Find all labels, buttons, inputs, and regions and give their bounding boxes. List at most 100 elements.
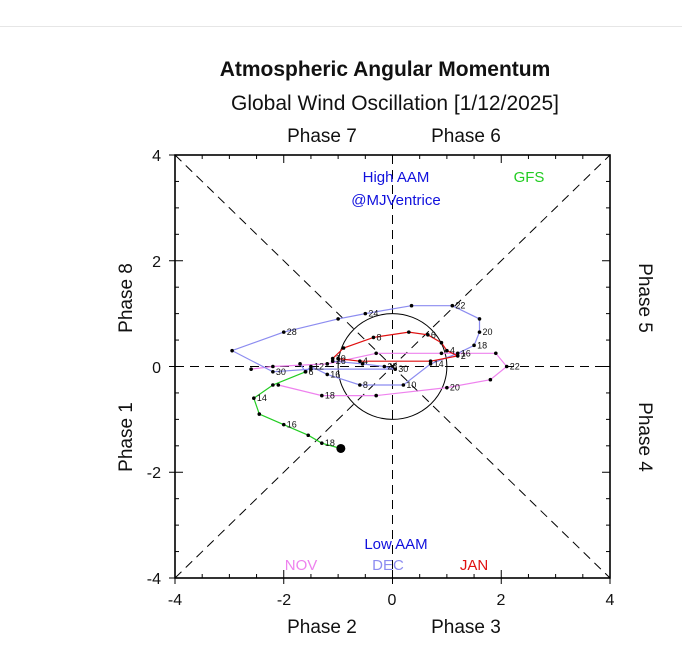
- high-aam-label: High AAM: [363, 169, 430, 186]
- data-point: [276, 383, 281, 387]
- x-tick-label: 0: [388, 592, 397, 609]
- point-label: 16: [461, 348, 471, 358]
- credit-handle: @MJVentrice: [351, 192, 440, 209]
- point-label: 30: [398, 364, 408, 374]
- point-label: 10: [336, 354, 346, 364]
- data-point: [271, 383, 275, 387]
- point-label: 20: [450, 383, 460, 393]
- data-point: [360, 362, 365, 366]
- data-point: [428, 359, 433, 364]
- data-point: [504, 364, 509, 369]
- data-point: [309, 364, 313, 369]
- data-point: [336, 356, 340, 361]
- point-label: 22: [510, 362, 520, 372]
- data-point: [455, 351, 460, 356]
- phase-8-label: Phase 8: [116, 263, 137, 333]
- point-label: 28: [287, 327, 297, 337]
- phase-3-label: Phase 3: [431, 617, 501, 638]
- data-point: [298, 362, 302, 366]
- diagonal-guide: [174, 154, 611, 579]
- phase-4-label: Phase 4: [634, 402, 655, 472]
- point-label: 18: [477, 340, 487, 350]
- legend-dec: DEC: [372, 557, 404, 574]
- low-aam-label: Low AAM: [364, 536, 427, 553]
- data-point: [281, 330, 286, 334]
- data-point: [477, 317, 482, 321]
- phase-7-label: Phase 7: [287, 126, 357, 147]
- phase-6-label: Phase 6: [431, 126, 501, 147]
- point-label: 22: [455, 301, 465, 311]
- data-point: [330, 359, 335, 364]
- current-marker: [336, 443, 346, 453]
- x-tick-label: -4: [168, 592, 182, 609]
- point-label: 20: [483, 327, 493, 337]
- data-point: [439, 340, 444, 345]
- y-tick-label: 4: [152, 148, 161, 165]
- data-point: [494, 351, 498, 356]
- unit-circle: [337, 313, 448, 420]
- data-point: [281, 422, 286, 427]
- data-point: [271, 364, 275, 369]
- chart-title: Atmospheric Angular Momentum: [220, 58, 551, 81]
- data-point: [320, 441, 324, 445]
- point-label: 16: [287, 420, 297, 430]
- point-label: 6: [431, 330, 436, 340]
- series-line-jan: [332, 331, 460, 362]
- data-point: [257, 412, 262, 416]
- chart-subtitle: Global Wind Oscillation [1/12/2025]: [231, 92, 559, 115]
- phase-guides: [174, 154, 611, 579]
- top-divider: [0, 26, 682, 27]
- data-point: [382, 364, 387, 369]
- point-label: 12: [314, 362, 324, 372]
- data-point: [303, 369, 308, 374]
- data-point: [455, 354, 460, 358]
- data-point: [374, 393, 378, 398]
- data-point: [393, 367, 398, 371]
- point-label: 10: [406, 380, 416, 390]
- y-tick-label: 0: [152, 360, 161, 377]
- axis-ticks: [169, 154, 611, 584]
- x-tick-label: 4: [606, 592, 615, 609]
- point-label: 6: [309, 367, 314, 377]
- y-tick-label: -2: [147, 465, 161, 482]
- data-point: [426, 332, 430, 337]
- data-point: [358, 383, 362, 387]
- legend-nov: NOV: [285, 557, 318, 574]
- point-label: 24: [368, 309, 378, 319]
- data-point: [363, 311, 368, 316]
- legend-jan: JAN: [460, 557, 488, 574]
- data-point: [252, 396, 256, 401]
- data-point: [488, 377, 493, 382]
- data-point: [230, 348, 234, 353]
- phase-5-label: Phase 5: [634, 263, 655, 333]
- data-point: [439, 351, 444, 356]
- data-point: [325, 362, 330, 366]
- series-line-nov: [251, 352, 508, 397]
- data-point: [409, 303, 414, 308]
- data-point: [472, 343, 476, 348]
- data-point: [445, 385, 449, 390]
- data-point: [306, 433, 311, 438]
- data-point: [341, 346, 346, 350]
- data-point: [450, 303, 455, 308]
- data-point: [336, 317, 340, 321]
- point-label: 18: [325, 391, 335, 401]
- data-point: [374, 351, 378, 356]
- point-label: 30: [276, 367, 286, 377]
- data-point: [330, 356, 335, 361]
- gfs-label: GFS: [514, 169, 545, 186]
- point-label: 28: [387, 362, 397, 372]
- point-label: 18: [325, 438, 335, 448]
- point-label: 4: [450, 346, 455, 356]
- data-point: [325, 372, 330, 377]
- data-point: [401, 383, 406, 387]
- point-label: 26: [336, 356, 346, 366]
- point-label: 8: [376, 332, 381, 342]
- data-point: [445, 348, 449, 353]
- phase-1-label: Phase 1: [116, 402, 137, 472]
- point-label: 8: [363, 380, 368, 390]
- data-point: [358, 359, 362, 364]
- phase-2-label: Phase 2: [287, 617, 357, 638]
